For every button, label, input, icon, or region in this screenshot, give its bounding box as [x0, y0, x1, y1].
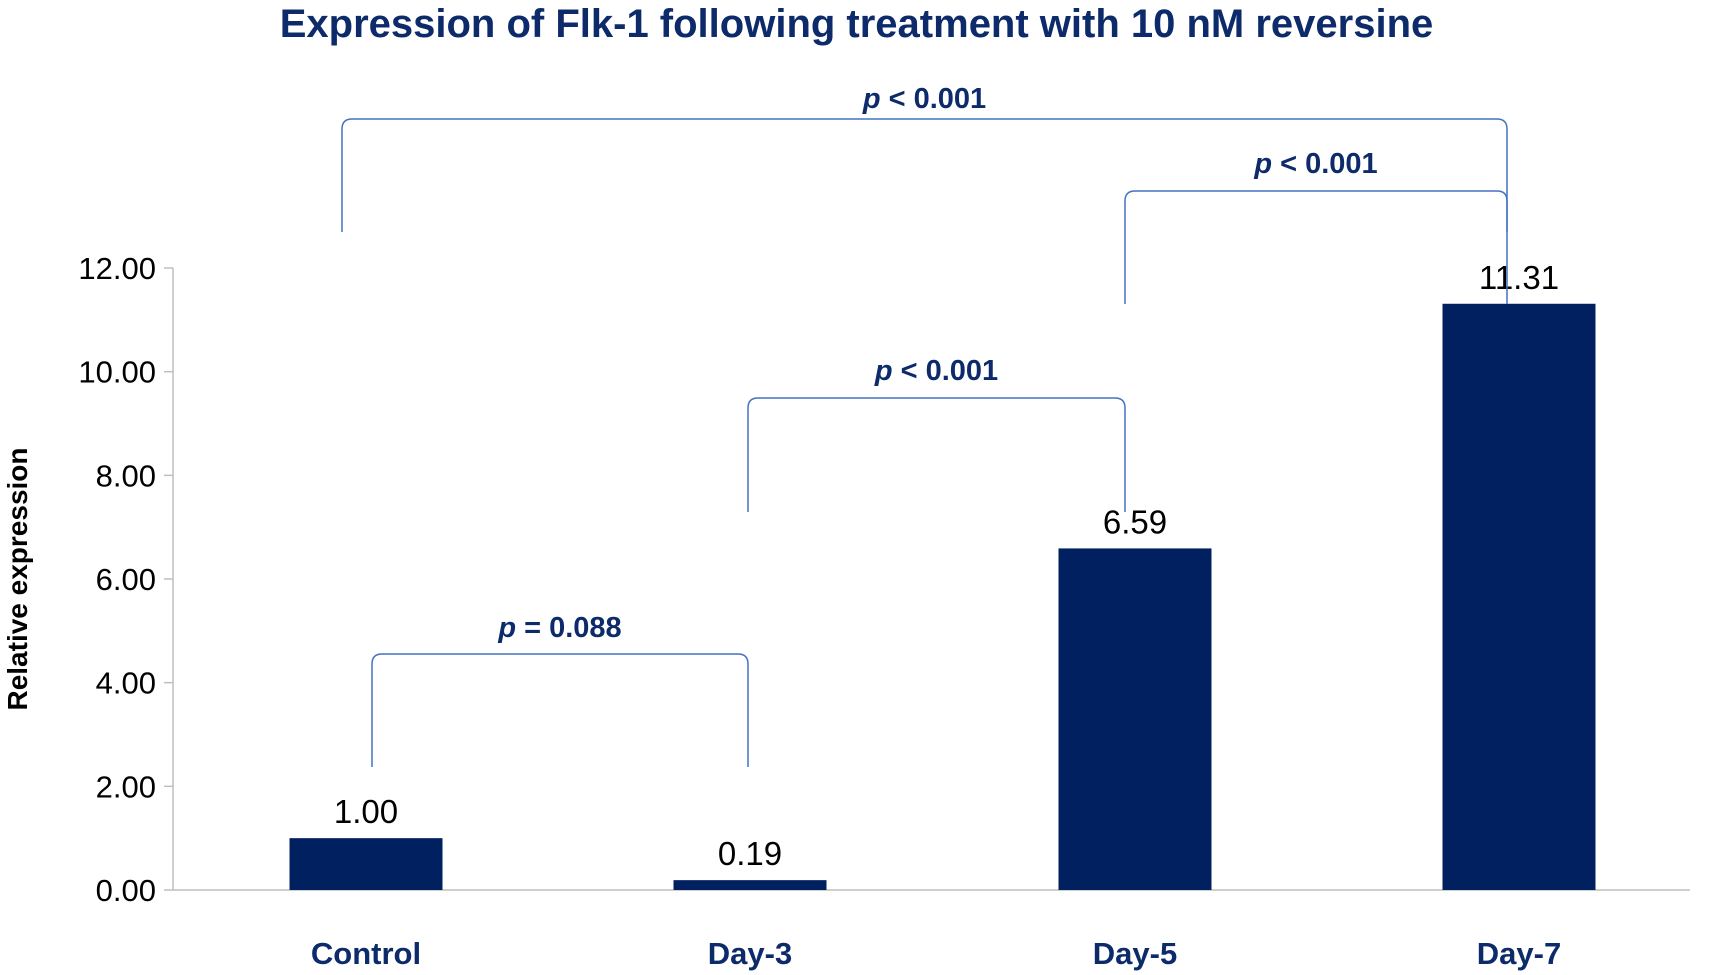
- significance-bracket: [1124, 190, 1508, 304]
- data-label: 1.00: [334, 793, 398, 830]
- x-tick-label: Control: [311, 936, 421, 971]
- data-label: 0.19: [718, 835, 782, 872]
- p-value-label: p < 0.001: [874, 355, 998, 387]
- y-tick-label: 8.00: [96, 458, 156, 493]
- bar: [673, 880, 827, 890]
- significance-bracket: [747, 397, 1126, 512]
- x-tick-label: Day-5: [1093, 936, 1177, 971]
- x-tick-label: Day-3: [708, 936, 792, 971]
- y-axis-label: Relative expression: [2, 447, 33, 710]
- y-tick-label: 6.00: [96, 562, 156, 597]
- y-tick-label: 12.00: [78, 251, 156, 286]
- y-tick-label: 2.00: [96, 769, 156, 804]
- p-value-label: p = 0.088: [497, 612, 621, 644]
- chart-title: Expression of Flk-1 following treatment …: [279, 2, 1434, 46]
- bar: [1058, 548, 1212, 890]
- data-label: 11.31: [1479, 259, 1559, 296]
- p-value-label: p < 0.001: [1253, 148, 1377, 180]
- x-tick-label: Day-7: [1477, 936, 1561, 971]
- y-tick-label: 4.00: [96, 666, 156, 701]
- data-label: 6.59: [1103, 503, 1167, 540]
- significance-bracket: [341, 118, 1508, 232]
- bar: [1442, 303, 1596, 890]
- significance-bracket: [371, 653, 749, 767]
- y-tick-label: 10.00: [78, 355, 156, 390]
- bar: [289, 838, 443, 890]
- p-value-label: p < 0.001: [862, 83, 986, 115]
- y-tick-label: 0.00: [96, 873, 156, 908]
